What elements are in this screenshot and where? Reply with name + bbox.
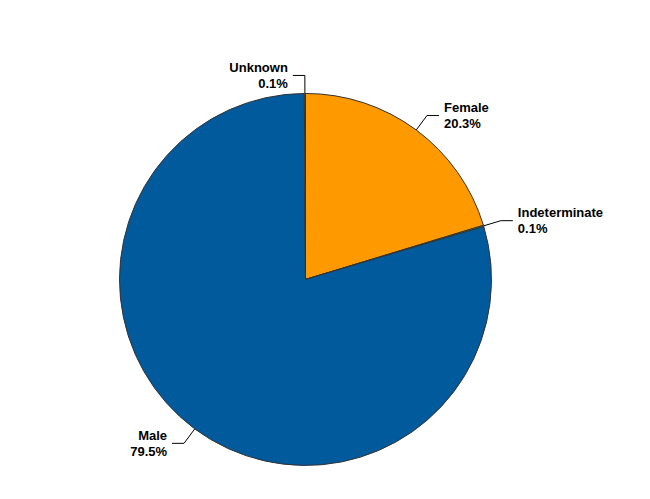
svg-text:0.1%: 0.1% (258, 76, 288, 91)
svg-text:20.3%: 20.3% (444, 116, 481, 131)
svg-text:Female: Female (444, 100, 489, 115)
svg-text:79.5%: 79.5% (130, 444, 167, 459)
svg-text:Male: Male (138, 428, 167, 443)
svg-text:Indeterminate: Indeterminate (518, 205, 603, 220)
svg-text:Unknown: Unknown (229, 60, 288, 75)
svg-text:0.1%: 0.1% (518, 221, 548, 236)
